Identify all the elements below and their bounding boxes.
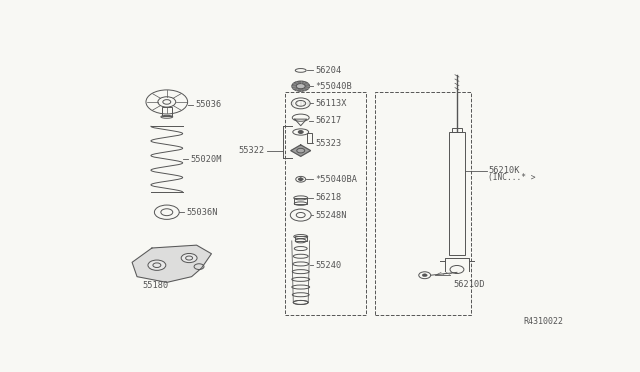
Text: 55020M: 55020M — [190, 155, 221, 164]
Bar — [294, 198, 307, 203]
Text: 56210K: 56210K — [488, 166, 520, 175]
Circle shape — [296, 84, 305, 89]
Text: 55036: 55036 — [195, 100, 221, 109]
Text: 56210D: 56210D — [453, 280, 484, 289]
Bar — [449, 132, 465, 255]
Text: R4310022: R4310022 — [524, 317, 564, 326]
Text: 56113X: 56113X — [316, 99, 347, 108]
Polygon shape — [132, 245, 211, 282]
Polygon shape — [298, 178, 303, 181]
Text: 55036N: 55036N — [187, 208, 218, 217]
Text: (INC...* >: (INC...* > — [488, 173, 536, 182]
Bar — [295, 236, 307, 241]
Text: 56217: 56217 — [316, 116, 342, 125]
Text: 55240: 55240 — [316, 261, 342, 270]
Circle shape — [297, 148, 305, 153]
Polygon shape — [291, 145, 310, 156]
Text: 55322: 55322 — [239, 146, 265, 155]
Bar — [285, 92, 365, 315]
Text: 56218: 56218 — [316, 193, 342, 202]
Circle shape — [292, 81, 310, 92]
Text: 55323: 55323 — [316, 139, 342, 148]
Text: *55040BA: *55040BA — [316, 175, 358, 184]
Text: *55040B: *55040B — [316, 82, 353, 91]
Bar — [162, 107, 172, 116]
Circle shape — [422, 274, 428, 277]
Circle shape — [298, 131, 303, 134]
Bar — [375, 92, 471, 315]
Bar — [452, 128, 462, 132]
Bar — [307, 134, 312, 144]
Circle shape — [148, 260, 166, 270]
Text: 55180: 55180 — [143, 281, 169, 290]
Text: 55248N: 55248N — [316, 211, 347, 219]
Circle shape — [181, 253, 197, 263]
Text: 56204: 56204 — [316, 66, 342, 75]
